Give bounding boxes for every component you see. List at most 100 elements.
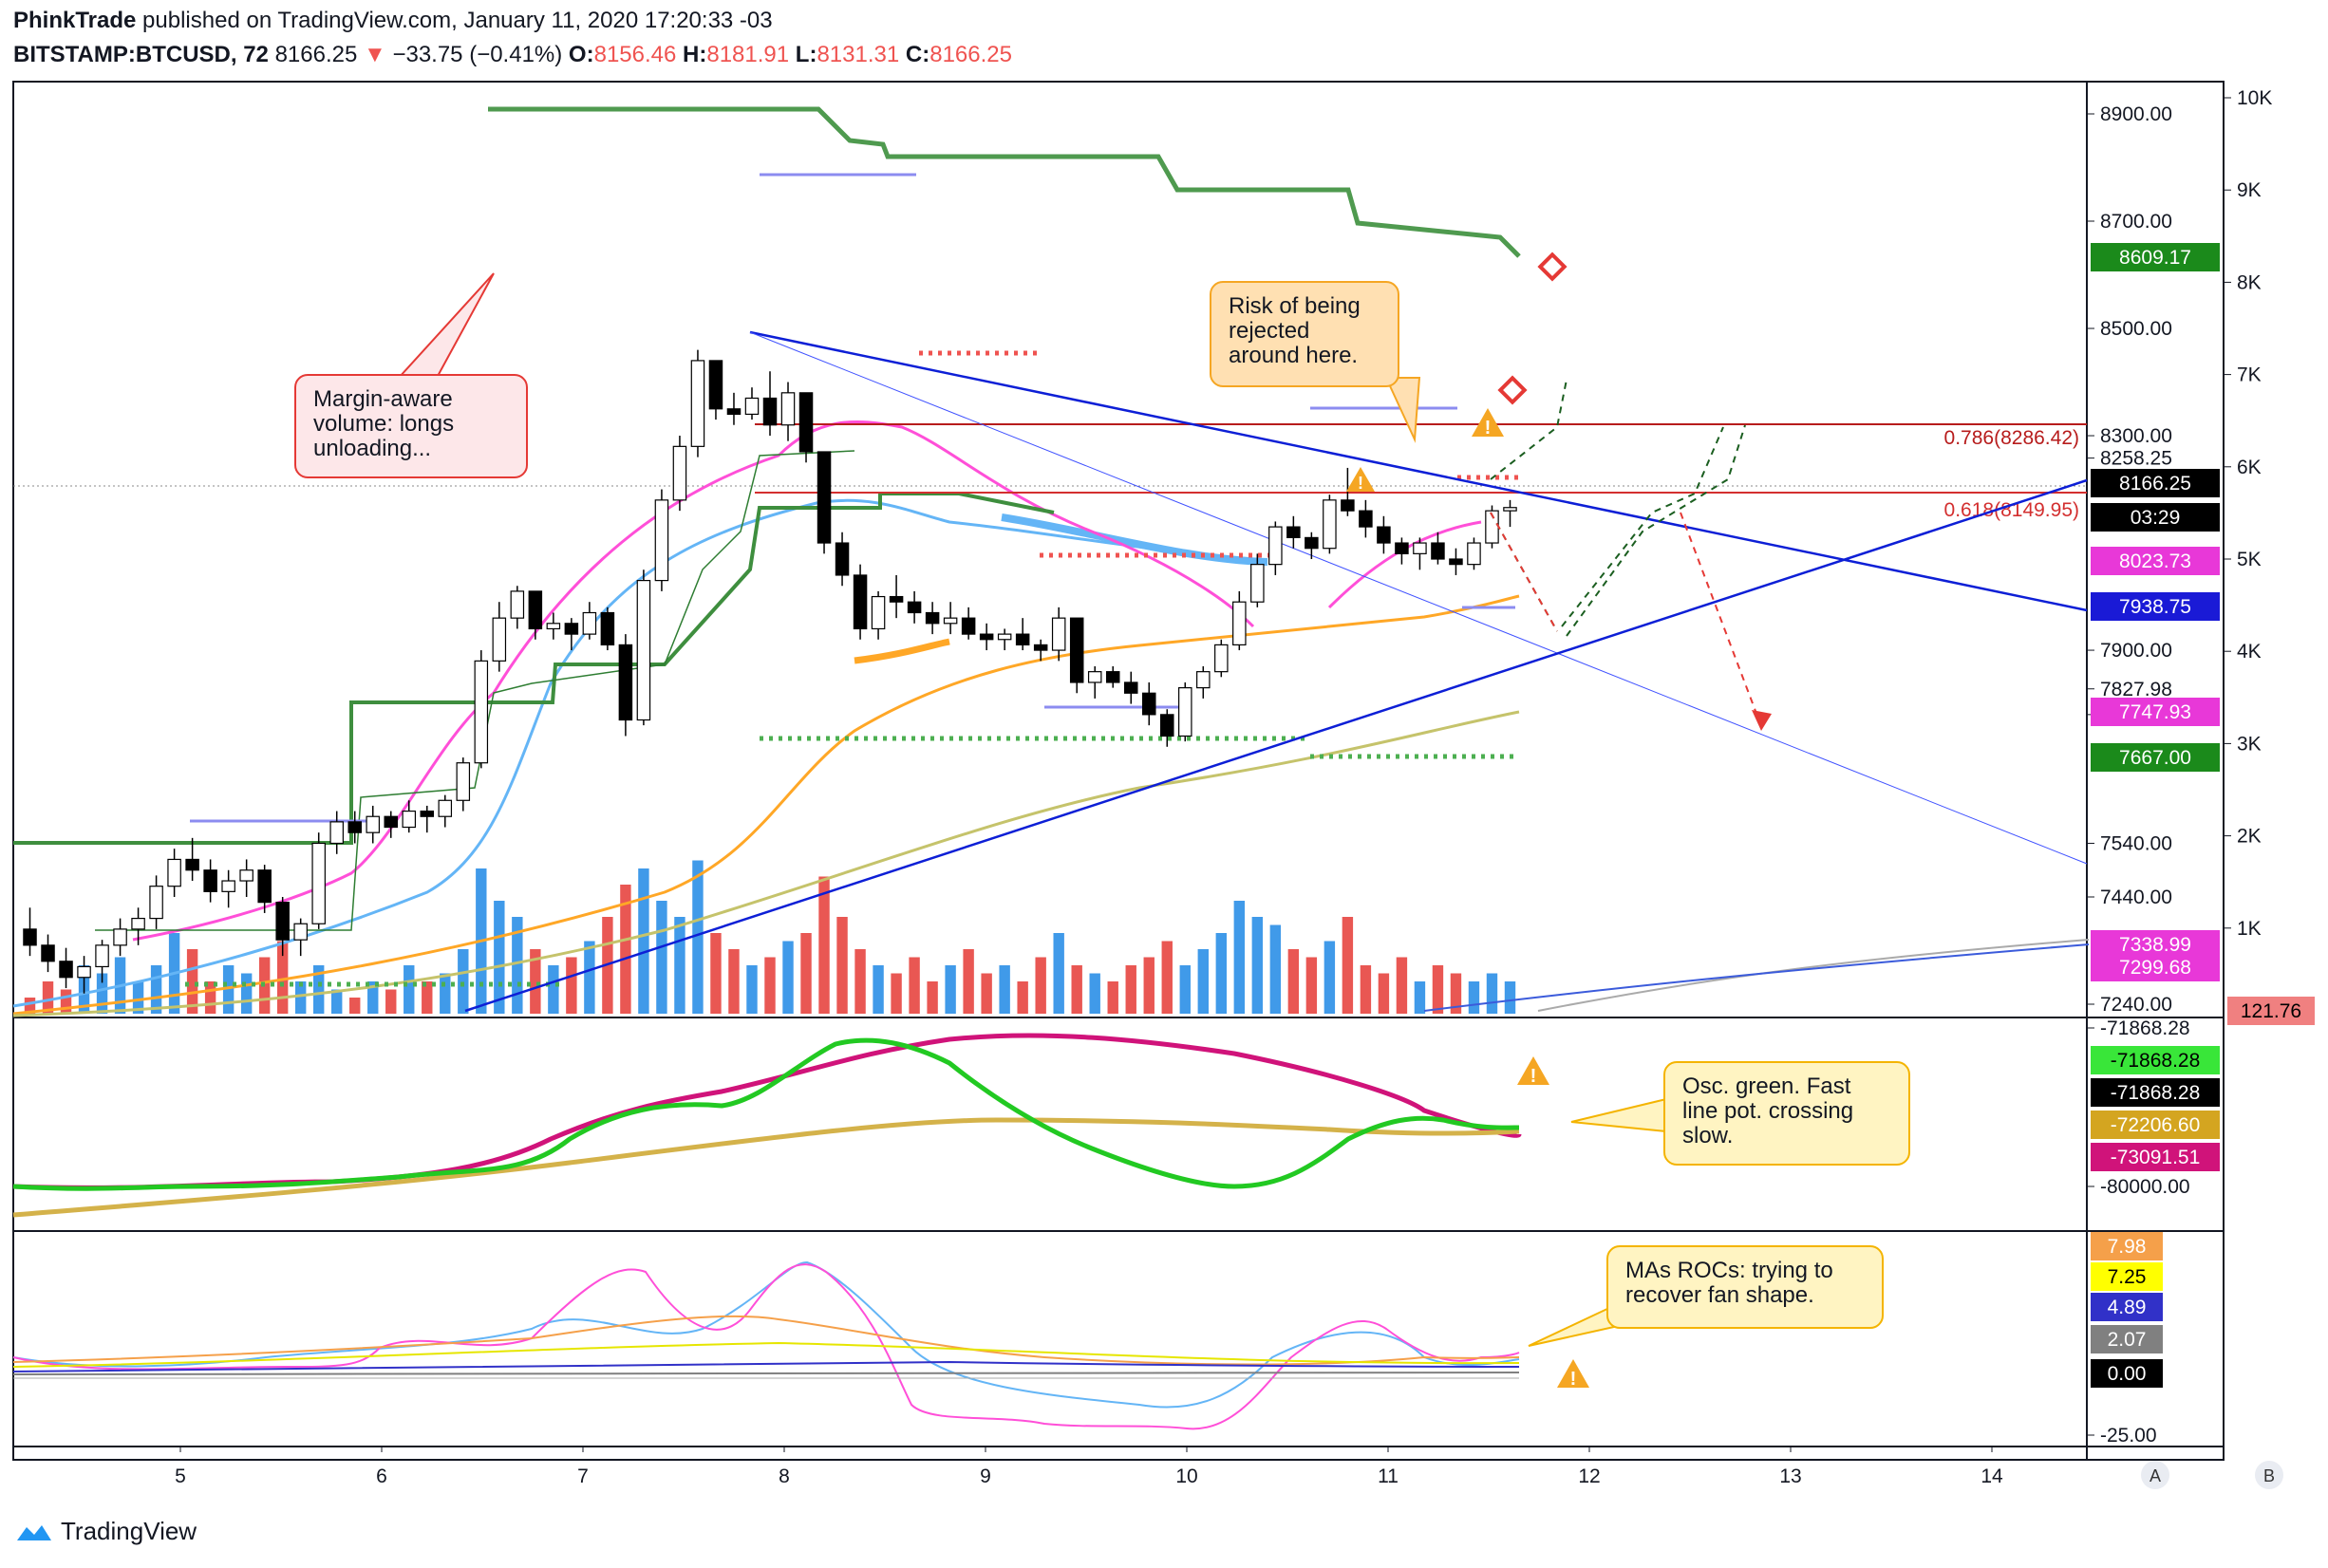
price-axis-label: 7900.00 xyxy=(2100,640,2172,662)
volume-bar xyxy=(1089,973,1100,1014)
price-badge: 03:29 xyxy=(2131,507,2181,529)
upper-stop-line xyxy=(488,106,1521,258)
volume-bar xyxy=(1125,965,1136,1014)
author-name[interactable]: PhinkTrade xyxy=(13,8,137,33)
volume-bar xyxy=(1215,933,1228,1014)
note-mas-roc[interactable]: MAs ROCs: trying to recover fan shape. xyxy=(1606,1245,1884,1329)
candle-body xyxy=(582,611,597,635)
osc-badge: -72206.60 xyxy=(2111,1114,2201,1136)
volume-bar xyxy=(1324,941,1336,1014)
roc-badge: 7.25 xyxy=(2108,1266,2147,1288)
candle-body xyxy=(1268,526,1283,566)
bear-arrowhead xyxy=(1752,710,1772,731)
candle-body xyxy=(1359,510,1373,528)
volume-bar xyxy=(873,965,884,1014)
volume-bar xyxy=(1504,981,1516,1014)
warning-icon[interactable]: ! xyxy=(1472,408,1504,439)
note-risk-rejection[interactable]: Risk of being rejected around here. xyxy=(1210,281,1399,387)
price-axis-label: 7827.98 xyxy=(2100,679,2172,700)
price-axis-label: 8500.00 xyxy=(2100,318,2172,340)
candle-body xyxy=(690,360,705,447)
price-axis-label: 7240.00 xyxy=(2100,994,2172,1016)
candle-body xyxy=(1196,671,1211,689)
tradingview-brand: TradingView xyxy=(61,1517,197,1545)
roc-badge: 2.07 xyxy=(2108,1329,2147,1351)
price-axis-label: 8300.00 xyxy=(2100,425,2172,447)
volume-bar xyxy=(620,885,631,1014)
volume-bar xyxy=(349,998,361,1014)
volume-bars xyxy=(24,860,1516,1014)
volume-badge-bg xyxy=(2227,997,2315,1025)
candle-body xyxy=(1377,526,1391,544)
target-icon[interactable] xyxy=(1497,375,1528,405)
close-label: C: xyxy=(905,42,930,67)
volume-bar xyxy=(1378,973,1390,1014)
svg-text:!: ! xyxy=(1570,1369,1577,1390)
price-badge-bg xyxy=(2091,698,2220,726)
x-tick-label: 8 xyxy=(779,1465,790,1487)
candle-body xyxy=(384,815,399,829)
log-scale-button[interactable]: B xyxy=(2255,1461,2283,1489)
candle-body xyxy=(474,660,489,764)
roc-badge-bg xyxy=(2091,1262,2163,1291)
x-tick-label: 6 xyxy=(376,1465,387,1487)
candle-body xyxy=(1431,542,1445,560)
volume-bar xyxy=(548,965,559,1014)
osc-badge: -71868.28 xyxy=(2111,1050,2201,1072)
candle-body xyxy=(672,445,687,501)
volume-bar xyxy=(312,965,325,1014)
warning-icon[interactable]: ! xyxy=(1346,467,1375,493)
osc-badge-bg xyxy=(2091,1111,2220,1139)
volume-bar xyxy=(854,949,866,1014)
chart-frame xyxy=(12,81,2225,1461)
candle-body xyxy=(564,623,579,635)
price-badge-bg xyxy=(2091,243,2220,271)
volume-bar xyxy=(1287,949,1300,1014)
note-oscillator[interactable]: Osc. green. Fast line pot. crossing slow… xyxy=(1663,1061,1910,1166)
descending-trendline-thin xyxy=(749,331,2088,865)
candle-body xyxy=(1467,542,1481,566)
volume-bar xyxy=(1233,901,1246,1014)
warning-icon[interactable]: ! xyxy=(1557,1359,1589,1390)
volume-bar xyxy=(1071,965,1082,1014)
roc-orange-line xyxy=(12,1315,1520,1366)
candle-body xyxy=(329,821,344,845)
candle-body xyxy=(1232,601,1247,646)
candle-body xyxy=(203,869,217,892)
volume-bar xyxy=(656,901,667,1014)
target-icon[interactable] xyxy=(1537,252,1568,282)
osc-badge-bg xyxy=(2091,1046,2220,1074)
volume-bar xyxy=(999,965,1010,1014)
price-badge: 7338.99 xyxy=(2119,934,2191,956)
candle-body xyxy=(41,944,55,962)
warning-icon[interactable]: ! xyxy=(1517,1056,1549,1087)
candle-body xyxy=(1323,499,1337,550)
osc-fast-line xyxy=(12,1037,1520,1191)
tradingview-logo[interactable]: TradingView xyxy=(15,1517,197,1546)
svg-text:A: A xyxy=(2150,1466,2161,1485)
candle-body xyxy=(1305,536,1319,550)
candle-body xyxy=(997,633,1012,641)
osc-signal-line xyxy=(12,1117,1520,1218)
candle-body xyxy=(1033,644,1048,651)
roc-pink-line xyxy=(12,1263,1520,1430)
volume-bar xyxy=(404,965,415,1014)
volume-bar xyxy=(674,917,685,1014)
candle-body xyxy=(925,611,940,625)
roc-axis-label: -25.00 xyxy=(2100,1425,2157,1447)
volume-bar xyxy=(24,998,36,1014)
open-value: 8156.46 xyxy=(593,42,677,67)
candle-body xyxy=(366,815,380,833)
roc-blue-line xyxy=(12,1260,1520,1409)
symbol-name[interactable]: BITSTAMP:BTCUSD, 72 xyxy=(13,42,269,67)
price-badge: 7747.93 xyxy=(2119,701,2191,723)
auto-scale-button[interactable]: A xyxy=(2141,1461,2169,1489)
note-margin-volume[interactable]: Margin-aware volume: longs unloading... xyxy=(294,374,528,478)
volume-bar xyxy=(782,941,794,1014)
roc-grey-line xyxy=(12,1371,1520,1375)
volume-axis-label: 8K xyxy=(2237,271,2262,293)
price-badge-bg xyxy=(2091,743,2220,772)
volume-bar xyxy=(1396,957,1408,1014)
candle-body xyxy=(1141,692,1156,716)
